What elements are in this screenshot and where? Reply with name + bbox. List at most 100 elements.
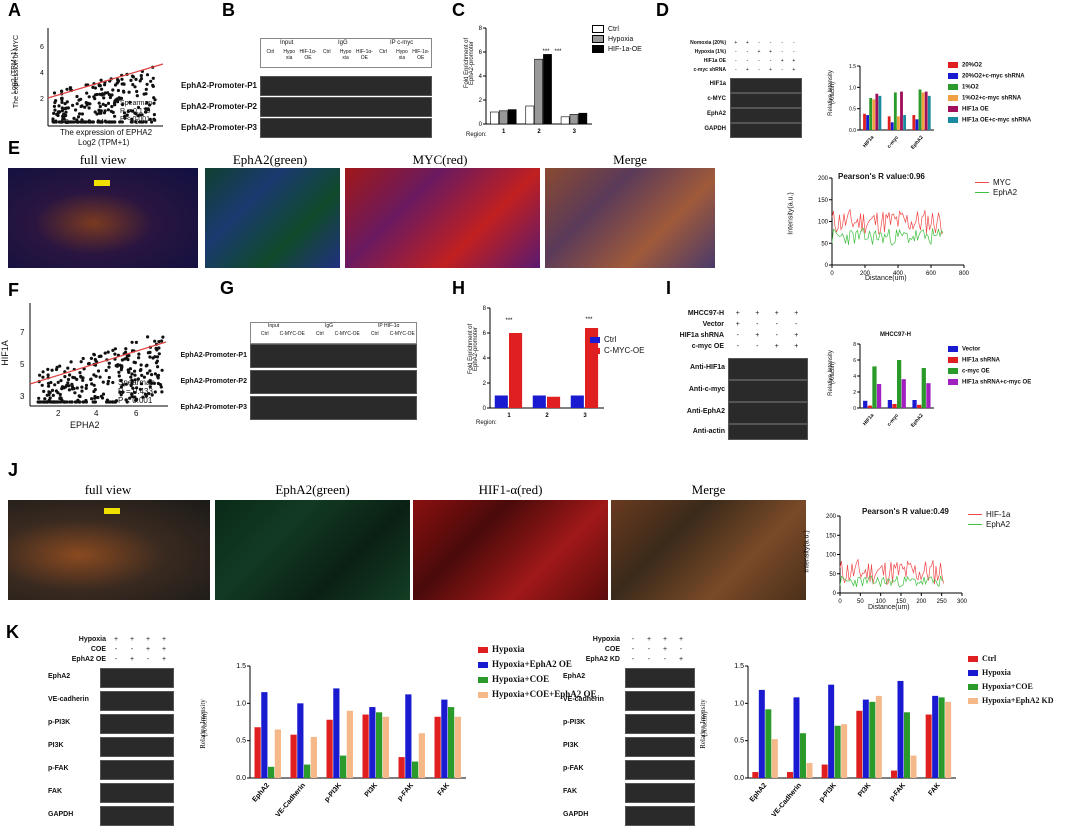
scatter-point bbox=[80, 385, 84, 389]
g-blot-p3 bbox=[250, 396, 417, 420]
c-legend-ctrl: Ctrl bbox=[592, 25, 619, 33]
condition-mark: + bbox=[735, 310, 740, 317]
scatter-point bbox=[130, 340, 134, 344]
scatter-point bbox=[70, 387, 74, 391]
condition-mark: - bbox=[758, 67, 760, 73]
g-group-input: Input bbox=[268, 323, 280, 329]
b-header-box bbox=[260, 38, 432, 68]
category-label: VE-Cadherin bbox=[771, 782, 803, 819]
legend-entry: Hypoxia bbox=[478, 644, 525, 654]
scatter-point bbox=[41, 375, 45, 379]
lane-label: Ctrl bbox=[266, 49, 275, 55]
scatter-point bbox=[71, 103, 75, 107]
scatter-point bbox=[80, 118, 84, 122]
scatter-point bbox=[54, 400, 58, 404]
scatter-point bbox=[86, 362, 91, 366]
i-blot-actin bbox=[728, 424, 808, 440]
e-title-myc: MYC(red) bbox=[412, 152, 468, 167]
legend-entry: Hypoxia+EphA2 KD bbox=[968, 696, 1053, 705]
scatter-point bbox=[120, 103, 125, 107]
scatter-point bbox=[152, 381, 156, 385]
tick-label: 0.5 bbox=[236, 738, 246, 745]
bar bbox=[434, 716, 441, 778]
condition-mark: + bbox=[678, 656, 684, 663]
tick-label: 0 bbox=[479, 122, 483, 128]
scatter-point bbox=[116, 100, 120, 104]
scatter-point bbox=[103, 83, 107, 87]
tick-label: 6 bbox=[483, 331, 487, 337]
condition-mark: - bbox=[781, 49, 784, 55]
scatter-point bbox=[133, 395, 137, 399]
scatter-point bbox=[144, 364, 148, 368]
scatter-point bbox=[93, 86, 97, 90]
scatter-point bbox=[61, 114, 65, 118]
bar bbox=[872, 366, 877, 408]
bar bbox=[918, 89, 922, 130]
bar bbox=[412, 761, 419, 778]
category-label: PI3K bbox=[857, 782, 872, 798]
tick-label: 0 bbox=[853, 406, 856, 412]
legend-entry: Hypoxia bbox=[968, 668, 1011, 677]
scatter-point bbox=[148, 103, 152, 107]
bar-chart-k2: 0.0 0.5 1.0 1.5 EphA2 VE-Cadherin p-PI3K PI3K p-… bbox=[734, 663, 956, 819]
category-label: c-myc bbox=[886, 135, 900, 150]
e-title-merge: Merge bbox=[613, 152, 647, 167]
bar bbox=[507, 109, 517, 125]
legend-swatch bbox=[968, 684, 978, 691]
a-ytick-2: 4 bbox=[40, 70, 44, 77]
bar bbox=[498, 110, 508, 125]
scatter-point bbox=[43, 400, 47, 404]
scatter-point bbox=[90, 397, 94, 401]
c-legend-hif: HIF-1a-OE bbox=[592, 45, 642, 53]
j-image-merge bbox=[611, 500, 806, 600]
scatter-point bbox=[137, 352, 141, 356]
bar bbox=[261, 692, 268, 778]
condition-mark: - bbox=[146, 656, 150, 663]
scatter-point bbox=[149, 380, 153, 384]
condition-mark: + bbox=[780, 58, 784, 64]
scatter-point bbox=[134, 340, 138, 344]
i-ylabel-2: (X/actin) bbox=[830, 361, 837, 385]
scatter-point bbox=[93, 110, 97, 114]
scatter-point bbox=[118, 390, 122, 394]
bar-chart-d: 0.0 0.5 1.0 1.5 HIF1a c-myc EphA2 bbox=[849, 64, 934, 151]
condition-mark: + bbox=[745, 67, 749, 73]
significance-marker: *** bbox=[554, 49, 562, 55]
condition-mark: - bbox=[758, 40, 760, 46]
scatter-point bbox=[156, 373, 161, 377]
bar bbox=[547, 396, 561, 408]
line-plot-e: 0 50 100 150 200 0 200 400 600 800 bbox=[818, 176, 970, 277]
bar bbox=[821, 764, 828, 778]
condition-mark: + bbox=[794, 332, 799, 339]
h-ylabel-2: EphA2-promoter bbox=[473, 326, 480, 372]
lane-label: C-MYC-OE bbox=[279, 331, 305, 337]
condition-mark: + bbox=[769, 49, 773, 55]
blot-band bbox=[625, 668, 695, 688]
scatter-point bbox=[101, 380, 105, 384]
category-label: p-PI3K bbox=[323, 782, 343, 803]
a-stat-3: P < 0.001 bbox=[120, 116, 151, 123]
scatter-point bbox=[60, 89, 64, 93]
b-row-p2: EphA2-Promoter-P2 bbox=[180, 102, 257, 111]
tick-label: 600 bbox=[926, 271, 937, 277]
scatter-point bbox=[73, 391, 77, 395]
scatter-point bbox=[111, 380, 115, 385]
scatter-point bbox=[137, 356, 141, 360]
tick-label: 50 bbox=[821, 241, 828, 247]
legend-swatch bbox=[948, 379, 958, 385]
e-image-myc bbox=[345, 168, 540, 268]
scatter-point bbox=[92, 352, 96, 356]
lane-label: Ctrl bbox=[379, 49, 388, 55]
scatter-point bbox=[133, 111, 137, 115]
e-xlabel: Distance(um) bbox=[865, 275, 907, 282]
scatter-point bbox=[51, 117, 55, 121]
category-label: c-myc bbox=[886, 413, 900, 428]
i-blotlbl-3: Anti-EphA2 bbox=[686, 408, 725, 415]
bar bbox=[910, 755, 917, 778]
category-label: HIF1a bbox=[862, 135, 875, 149]
bar bbox=[926, 383, 931, 408]
scatter-point bbox=[136, 114, 140, 118]
lane-label: C-MYC-OE bbox=[334, 331, 360, 337]
bar bbox=[890, 122, 894, 130]
legend-swatch bbox=[478, 691, 488, 698]
